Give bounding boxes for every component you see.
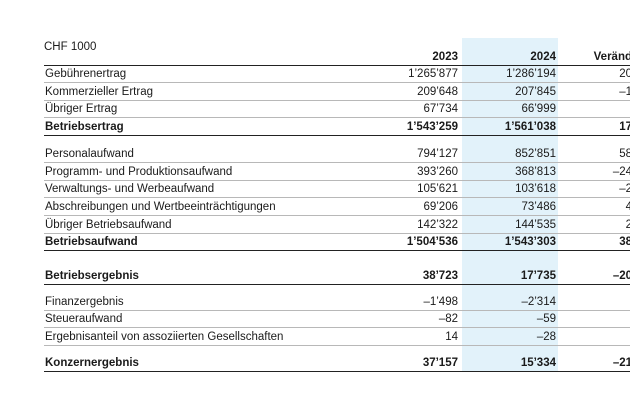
highlight-column (462, 38, 558, 372)
row-label: Betriebsergebnis (45, 270, 139, 282)
value-cell: 103’618 (515, 183, 556, 196)
value-cell: 15’334 (520, 356, 556, 369)
value-cell: 58 (619, 147, 630, 160)
value-cell: 2 (625, 218, 630, 231)
value-cell: 393’260 (417, 165, 458, 178)
value-cell: 105’621 (417, 183, 458, 196)
unit-label: CHF 1000 (44, 41, 97, 53)
row-label: Verwaltungs- und Werbeaufwand (45, 183, 215, 196)
row-rule (44, 82, 630, 83)
value-cell: –24 (612, 165, 630, 178)
row-rule (44, 250, 630, 252)
row-rule (44, 232, 630, 234)
row-label: Programm- und Produktionsaufwand (45, 165, 233, 178)
value-cell: 144’535 (515, 218, 556, 231)
value-cell: –21 (612, 356, 630, 369)
value-cell: 1’286’194 (506, 68, 556, 80)
value-cell: 1’561’038 (504, 121, 556, 134)
value-cell: –2 (619, 183, 630, 196)
row-rule (44, 370, 630, 372)
header-rule (44, 65, 630, 66)
value-cell: 1’265’877 (408, 68, 458, 80)
value-cell: –2’314 (521, 295, 556, 308)
value-cell: 17’735 (520, 270, 556, 282)
value-cell: 794’127 (417, 147, 458, 160)
row-label: Abschreibungen und Wertbeeinträchtigunge… (45, 200, 276, 213)
row-label: Personalaufwand (45, 147, 134, 160)
value-cell: 1’543’303 (504, 236, 556, 249)
value-cell: 20 (619, 68, 630, 80)
value-cell: 37’157 (422, 356, 458, 369)
column-header: Veränd (593, 51, 630, 63)
row-rule (44, 345, 630, 347)
value-cell: –28 (536, 331, 556, 344)
row-rule (44, 135, 630, 137)
row-rule (44, 179, 630, 181)
value-cell: 67’734 (423, 103, 458, 116)
value-cell: 1’504’536 (406, 236, 458, 249)
row-label: Ergebnisanteil von assoziierten Gesellsc… (45, 331, 284, 344)
row-rule (44, 117, 630, 119)
value-cell: 66’999 (521, 103, 556, 116)
row-label: Steueraufwand (45, 313, 123, 326)
row-rule (44, 284, 630, 285)
row-rule (44, 327, 630, 329)
row-label: Konzernergebnis (45, 356, 139, 369)
row-rule (44, 161, 630, 163)
value-cell: 38 (619, 236, 630, 249)
value-cell: 14 (445, 331, 458, 344)
value-cell: 73’486 (521, 200, 556, 213)
row-label: Übriger Betriebsaufwand (45, 218, 172, 231)
row-rule (44, 309, 630, 311)
value-cell: –1’498 (423, 295, 458, 308)
value-cell: 207’845 (515, 85, 556, 98)
row-label: Gebührenertrag (45, 68, 127, 80)
value-cell: 852’851 (515, 147, 556, 160)
row-label: Betriebsertrag (45, 121, 124, 134)
value-cell: 209’648 (417, 85, 458, 98)
value-cell: 1’543’259 (406, 121, 458, 134)
row-rule (44, 99, 630, 101)
value-cell: 17 (619, 121, 630, 134)
value-cell: –20 (612, 270, 630, 282)
row-label: Kommerzieller Ertrag (45, 85, 153, 98)
row-label: Betriebsaufwand (45, 236, 138, 249)
column-header: 2024 (530, 51, 556, 63)
row-rule (44, 214, 630, 216)
row-label: Übriger Ertrag (45, 103, 118, 116)
value-cell: 142’322 (417, 218, 458, 231)
value-cell: –1 (619, 85, 630, 98)
row-label: Finanzergebnis (45, 295, 124, 308)
value-cell: 38’723 (422, 270, 458, 282)
row-rule (44, 197, 630, 199)
column-header: 2023 (432, 51, 458, 63)
value-cell: –59 (536, 313, 556, 326)
value-cell: 4 (625, 200, 630, 213)
value-cell: 368’813 (515, 165, 556, 178)
value-cell: –82 (438, 313, 458, 326)
value-cell: 69’206 (423, 200, 458, 213)
